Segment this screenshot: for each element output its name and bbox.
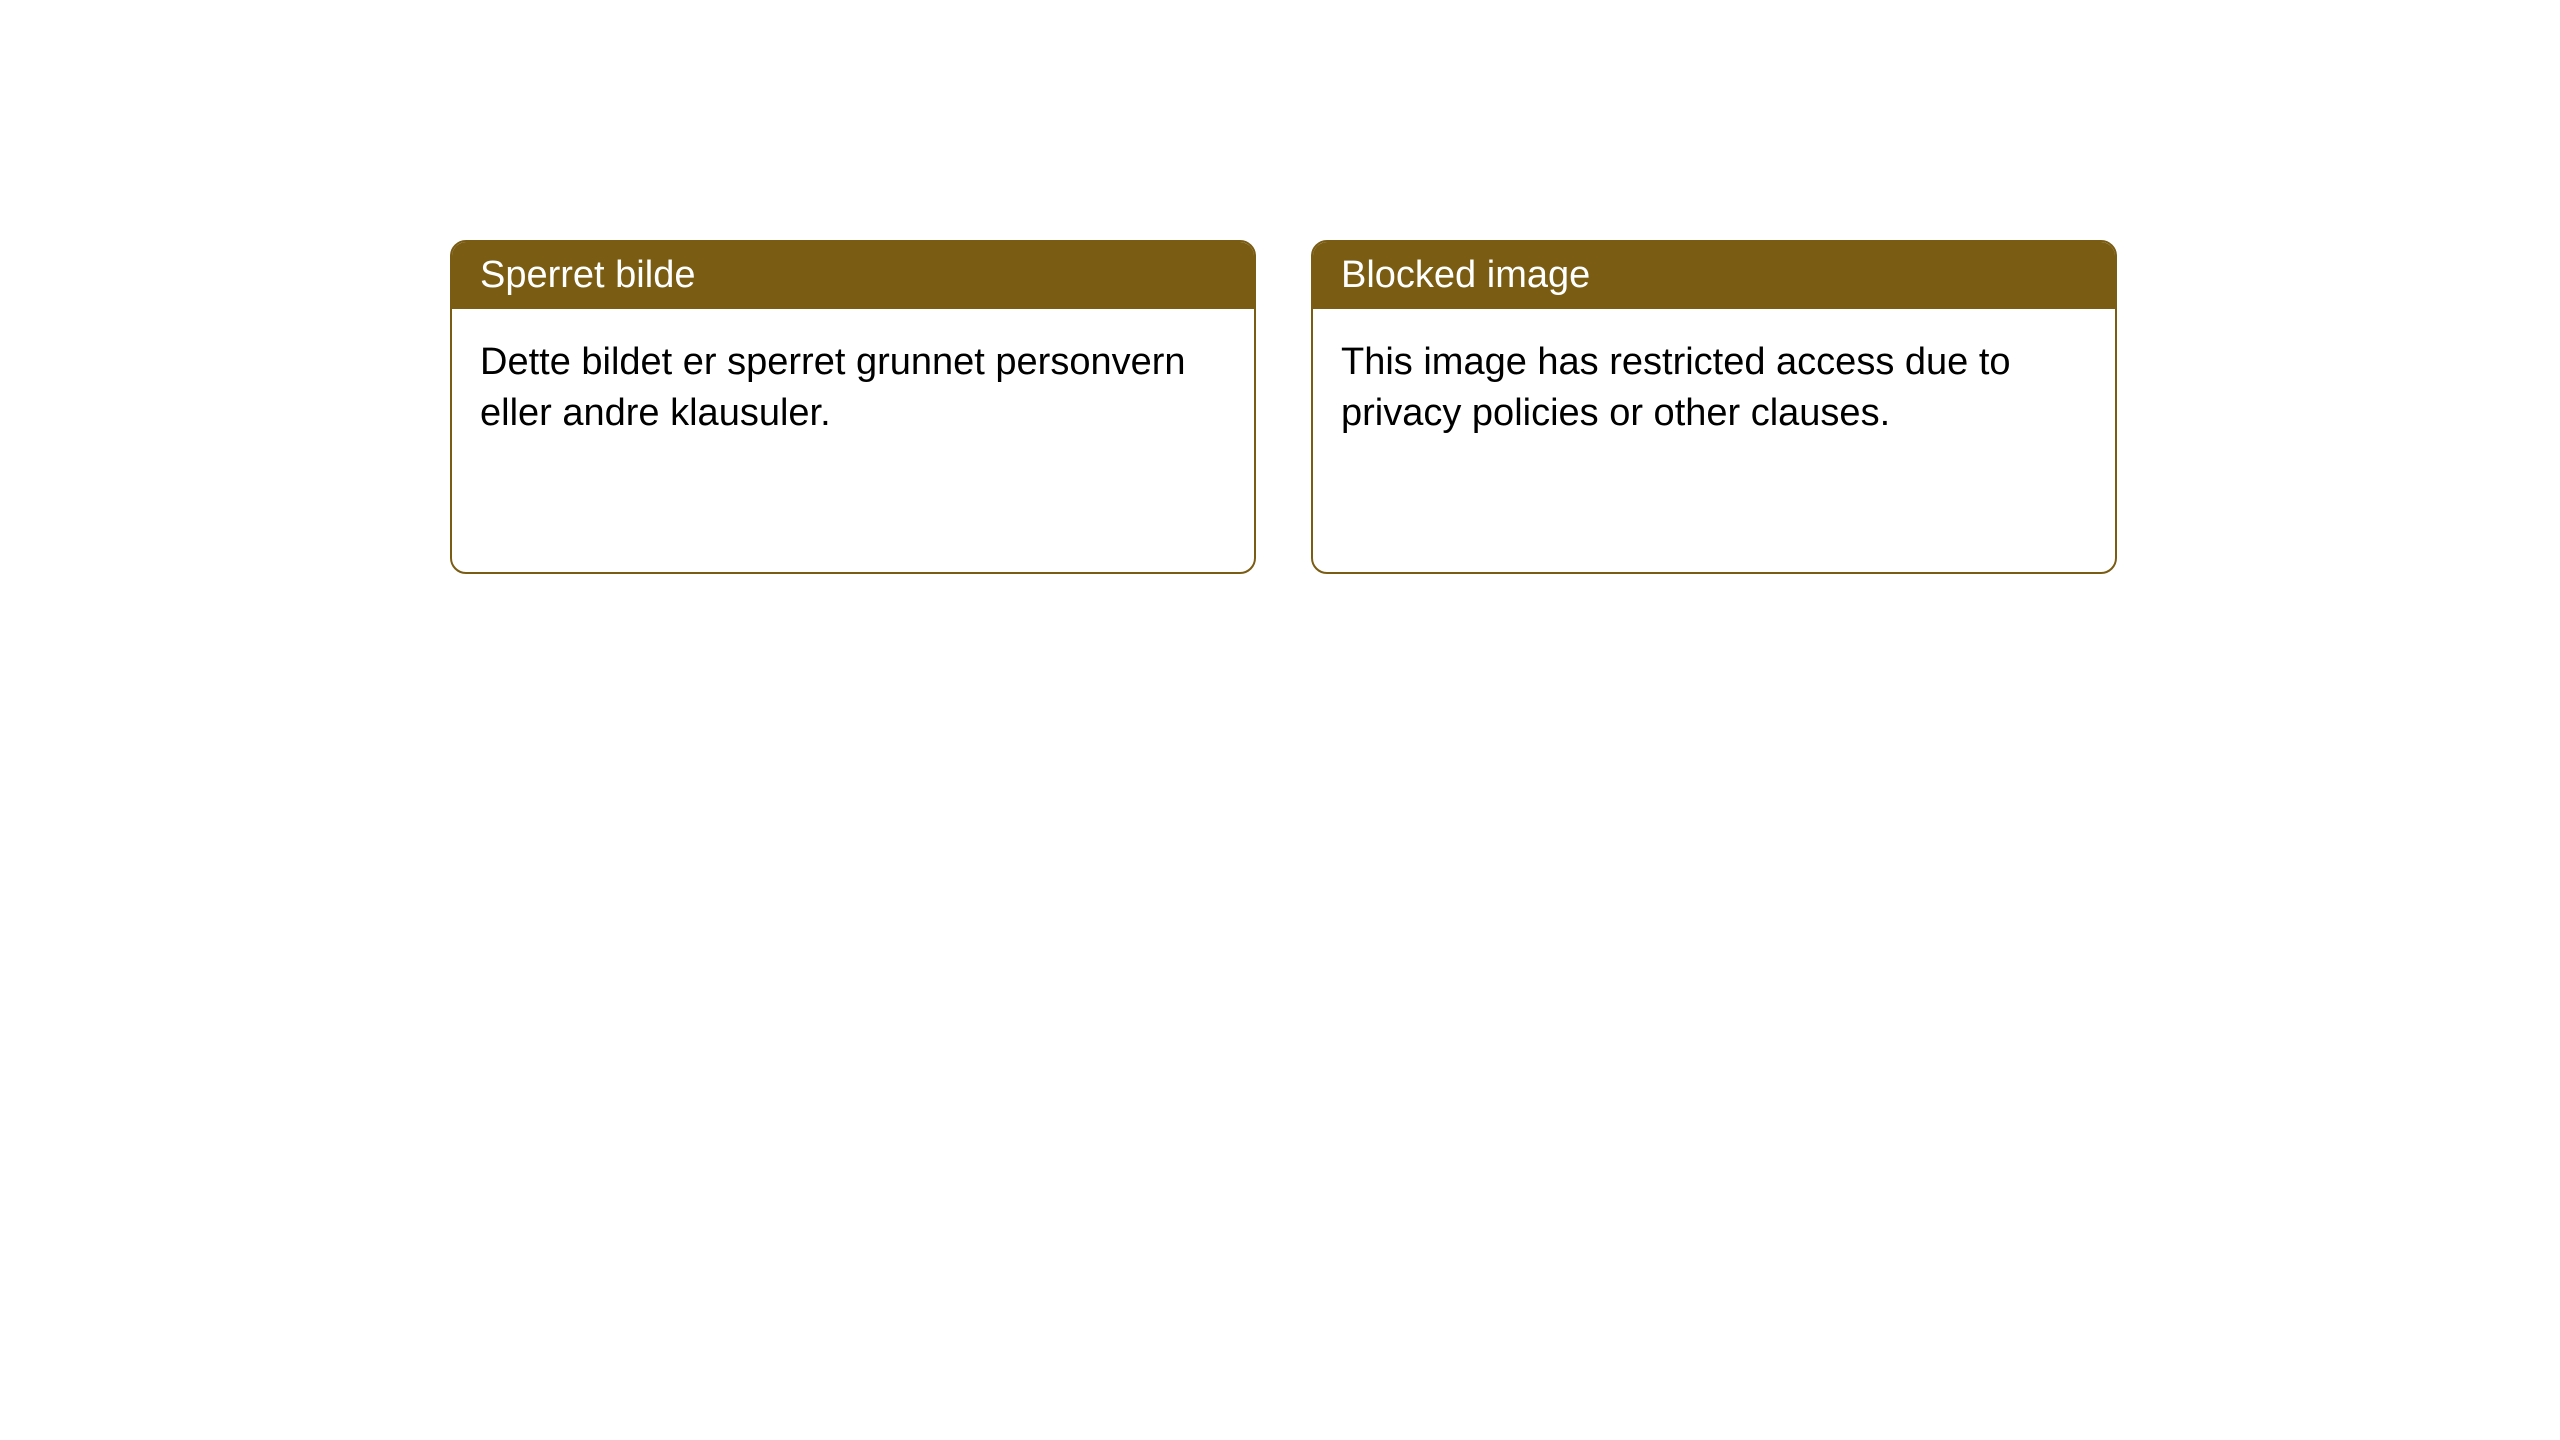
blocked-image-card-norwegian: Sperret bilde Dette bildet er sperret gr… [450, 240, 1256, 574]
card-header-norwegian: Sperret bilde [452, 242, 1254, 309]
card-body-norwegian: Dette bildet er sperret grunnet personve… [452, 309, 1254, 468]
card-body-text: This image has restricted access due to … [1341, 341, 2011, 434]
card-body-english: This image has restricted access due to … [1313, 309, 2115, 468]
card-title: Sperret bilde [480, 254, 695, 296]
card-header-english: Blocked image [1313, 242, 2115, 309]
card-title: Blocked image [1341, 254, 1590, 296]
blocked-image-notice-container: Sperret bilde Dette bildet er sperret gr… [450, 240, 2117, 574]
blocked-image-card-english: Blocked image This image has restricted … [1311, 240, 2117, 574]
card-body-text: Dette bildet er sperret grunnet personve… [480, 341, 1186, 434]
